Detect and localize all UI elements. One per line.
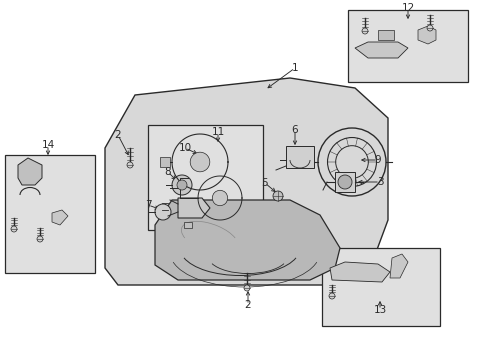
Bar (148, 125, 263, 230)
Bar (347, 10, 467, 82)
Circle shape (155, 204, 171, 220)
Bar (321, 248, 439, 326)
Text: 13: 13 (373, 305, 386, 315)
Bar (160, 157, 170, 167)
Circle shape (328, 293, 334, 299)
Polygon shape (52, 210, 68, 225)
Circle shape (426, 25, 432, 31)
Text: 12: 12 (401, 3, 414, 13)
Circle shape (190, 152, 209, 172)
Text: 7: 7 (144, 200, 151, 210)
Text: 2: 2 (115, 130, 121, 140)
Text: 10: 10 (178, 143, 191, 153)
Polygon shape (105, 78, 387, 285)
Text: 11: 11 (211, 127, 224, 137)
Text: 1: 1 (291, 63, 298, 73)
Circle shape (337, 175, 351, 189)
Circle shape (272, 191, 283, 201)
Polygon shape (354, 42, 407, 58)
Bar (377, 30, 393, 40)
Text: 4: 4 (166, 205, 173, 215)
Circle shape (177, 180, 186, 190)
Bar (285, 146, 313, 168)
Text: 14: 14 (41, 140, 55, 150)
Circle shape (37, 236, 43, 242)
Polygon shape (178, 198, 209, 218)
Polygon shape (417, 26, 435, 44)
Bar (183, 222, 192, 228)
Bar (334, 172, 354, 192)
Polygon shape (155, 200, 339, 280)
Text: 2: 2 (244, 300, 251, 310)
Circle shape (212, 190, 227, 206)
Circle shape (11, 226, 17, 232)
Text: 3: 3 (376, 177, 383, 187)
Text: 5: 5 (261, 178, 268, 188)
Circle shape (244, 285, 249, 291)
Circle shape (127, 162, 133, 168)
Circle shape (361, 28, 367, 34)
Text: 6: 6 (291, 125, 298, 135)
Bar (5, 155, 95, 273)
Text: 8: 8 (164, 167, 171, 177)
Polygon shape (329, 262, 389, 282)
Text: 9: 9 (374, 155, 381, 165)
Polygon shape (389, 254, 407, 278)
Polygon shape (18, 158, 42, 185)
Circle shape (172, 175, 192, 195)
